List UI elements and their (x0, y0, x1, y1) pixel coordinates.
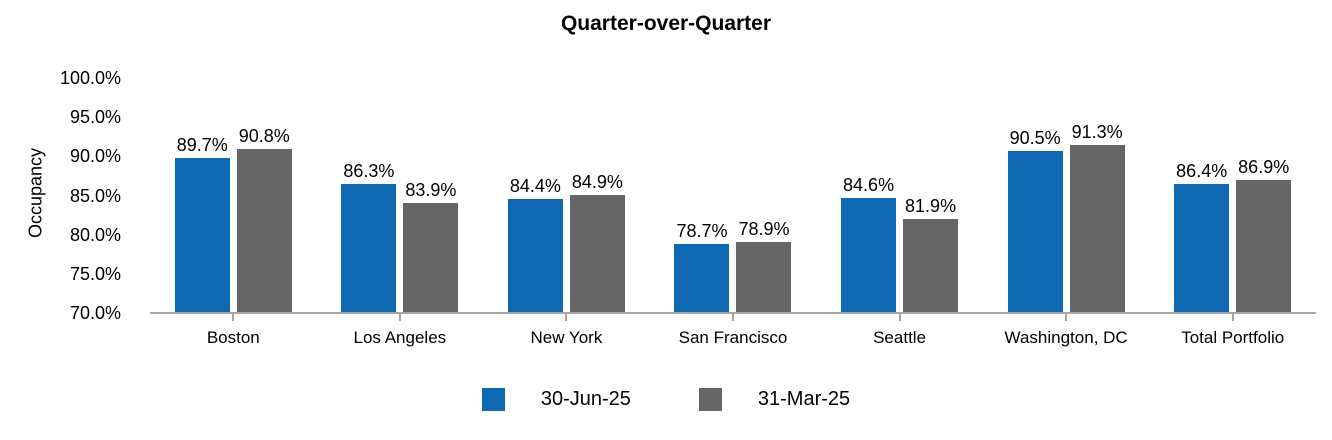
x-axis-tick (731, 314, 734, 321)
category-label: Boston (206, 328, 260, 347)
bar-value-label: 90.8% (238, 126, 290, 147)
bar-value-label: 81.9% (905, 195, 957, 216)
category-group-los-angeles: 86.3% 83.9% Los Angeles (317, 78, 484, 347)
bar-30-Jun-25 (1174, 183, 1230, 312)
y-tick-label: 90.0% (69, 146, 121, 167)
legend-item-mar: 31-Mar-25 (698, 388, 851, 411)
x-axis-tick (898, 314, 901, 321)
legend-swatch-mar-icon (698, 388, 722, 411)
category-group-seattle: 84.6% 81.9% Seattle (816, 78, 983, 347)
plot-area: 89.7% 90.8% Boston 86.3% 83.9% Los Angeles 84.… (150, 78, 1316, 347)
bar-value-label: 78.7% (676, 220, 728, 241)
y-tick-label: 95.0% (69, 107, 121, 128)
legend-swatch-jun-icon (481, 388, 505, 411)
x-axis-tick (232, 314, 235, 321)
bar-31-Mar-25 (403, 203, 459, 312)
bar-31-Mar-25 (1069, 145, 1125, 312)
bar-30-Jun-25 (507, 199, 563, 312)
bar-value-label: 91.3% (1071, 122, 1123, 143)
bar-31-Mar-25 (569, 195, 625, 312)
bar-30-Jun-25 (841, 197, 897, 312)
bar-31-Mar-25 (903, 218, 959, 312)
y-tick-label: 85.0% (69, 185, 121, 206)
bar-31-Mar-25 (736, 242, 792, 312)
x-axis-tick (565, 314, 568, 321)
x-axis-line (150, 312, 1316, 314)
x-axis-tick (1231, 314, 1234, 321)
legend-label-mar: 31-Mar-25 (757, 388, 851, 410)
bar-value-label: 89.7% (176, 134, 228, 155)
category-label: Total Portfolio (1181, 328, 1285, 347)
bar-value-label: 78.9% (738, 219, 790, 240)
legend-item-jun: 30-Jun-25 (481, 388, 631, 411)
y-tick-label: 75.0% (69, 263, 121, 284)
category-group-san-francisco: 78.7% 78.9% San Francisco (650, 78, 817, 347)
bar-value-label: 86.3% (343, 161, 395, 182)
y-tick-label: 100.0% (59, 68, 121, 88)
category-label: Los Angeles (353, 328, 447, 347)
bar-value-label: 90.5% (1009, 128, 1061, 149)
x-axis-tick (398, 314, 401, 321)
bar-value-label: 86.4% (1176, 160, 1228, 181)
category-group-new-york: 84.4% 84.9% New York (483, 78, 650, 347)
bar-31-Mar-25 (236, 149, 292, 312)
bar-value-label: 84.6% (843, 174, 895, 195)
bar-value-label: 84.9% (571, 172, 623, 193)
bar-30-Jun-25 (674, 243, 730, 312)
category-label: New York (530, 328, 603, 347)
bar-30-Jun-25 (341, 184, 397, 312)
bar-30-Jun-25 (174, 157, 230, 312)
category-label: Washington, DC (1004, 328, 1128, 347)
category-group-washington-dc: 90.5% 91.3% Washington, DC (983, 78, 1150, 347)
bar-value-label: 86.9% (1238, 156, 1290, 177)
category-label: Seattle (873, 328, 927, 347)
category-group-boston: 89.7% 90.8% Boston (150, 78, 317, 347)
y-tick-label: 80.0% (69, 224, 121, 245)
bar-30-Jun-25 (1007, 151, 1063, 312)
chart-title: Quarter-over-Quarter (560, 12, 772, 35)
bar-value-label: 83.9% (405, 180, 457, 201)
bar-value-label: 84.4% (509, 176, 561, 197)
y-tick-label: 70.0% (69, 303, 121, 323)
category-label: San Francisco (678, 328, 788, 347)
legend-label-jun: 30-Jun-25 (540, 388, 631, 410)
x-axis-tick (1065, 314, 1068, 321)
bar-31-Mar-25 (1236, 179, 1292, 312)
legend: 30-Jun-25 31-Mar-25 (0, 388, 1332, 411)
category-group-total-portfolio: 86.4% 86.9% Total Portfolio (1149, 78, 1316, 347)
